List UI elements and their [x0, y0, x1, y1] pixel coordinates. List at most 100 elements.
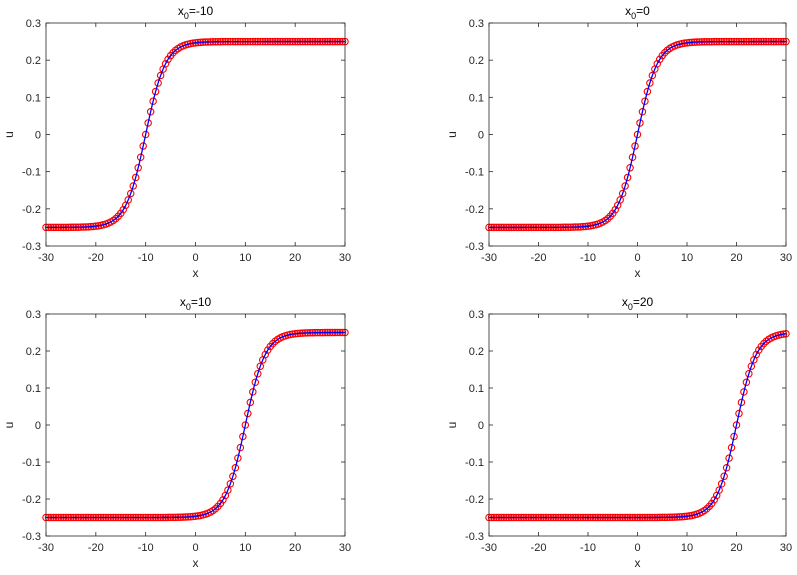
data-marker	[129, 182, 137, 190]
x-tick-label: -10	[138, 252, 154, 264]
x-tick-label: 0	[634, 252, 640, 264]
data-marker	[660, 48, 669, 57]
x-tick-label: -20	[531, 542, 547, 554]
x-tick-label: 0	[634, 542, 640, 554]
data-marker	[732, 421, 741, 429]
y-tick-label: 0	[478, 420, 484, 432]
data-marker	[151, 87, 160, 96]
data-marker	[616, 196, 624, 204]
data-marker	[759, 339, 768, 348]
y-tick-label: -0.3	[465, 241, 484, 253]
data-marker	[623, 173, 632, 182]
chart-title: x0=20	[622, 295, 654, 312]
x-tick-label: 30	[339, 252, 351, 264]
line-series	[46, 331, 345, 519]
data-marker	[703, 504, 711, 513]
y-tick-label: 0.3	[26, 18, 41, 30]
chart-panel-2: -30 -20 -10 0 10 20 30 -0.3 -0.2 -0.1 0 0.1 0.2 0.3 x u…	[445, 4, 792, 280]
y-tick-label: 0.1	[26, 92, 41, 104]
x-tick-label: -30	[481, 542, 497, 554]
y-tick-label: 0.2	[469, 346, 484, 358]
data-marker	[268, 339, 277, 348]
data-marker	[241, 421, 250, 429]
data-marker	[144, 119, 152, 127]
data-marker	[717, 479, 726, 488]
title-rest: =10	[191, 295, 212, 309]
title-base: x	[180, 295, 186, 309]
data-marker	[136, 153, 145, 162]
x-tick-label: 10	[681, 252, 693, 264]
y-tick-label: -0.1	[22, 457, 41, 469]
x-tick-label: 30	[780, 252, 792, 264]
data-marker	[747, 362, 756, 370]
title-base: x	[622, 295, 628, 309]
x-tick-label: -30	[38, 252, 54, 264]
data-marker	[725, 454, 733, 462]
x-tick-label: 10	[239, 542, 251, 554]
data-marker	[618, 189, 627, 198]
y-tick-label: -0.2	[465, 204, 484, 216]
data-marker	[169, 48, 177, 57]
y-tick-label: -0.1	[22, 167, 41, 179]
data-marker	[139, 142, 147, 150]
y-tick-label: 0.1	[26, 383, 41, 395]
y-tick-label: 0.2	[26, 55, 41, 67]
x-tick-label: 0	[192, 542, 198, 554]
data-marker	[234, 454, 242, 462]
x-tick-label: 20	[730, 252, 742, 264]
y-tick-label: -0.1	[465, 457, 484, 469]
data-marker	[251, 378, 260, 386]
data-marker	[134, 164, 142, 172]
data-marker	[211, 504, 220, 513]
chart-title: x0=0	[625, 4, 650, 21]
y-axis-label: u	[445, 422, 459, 429]
data-marker	[740, 388, 748, 396]
title-subscript: 0	[631, 11, 636, 21]
title-subscript: 0	[184, 11, 189, 21]
data-marker	[621, 182, 629, 190]
x-tick-label: -10	[138, 542, 154, 554]
x-axis-label: x	[193, 556, 199, 570]
line-series	[46, 40, 345, 229]
data-marker	[131, 173, 140, 182]
data-marker	[720, 472, 728, 481]
data-marker	[244, 409, 252, 418]
data-marker	[646, 79, 654, 87]
y-tick-label: 0	[35, 420, 41, 432]
data-marker	[742, 378, 751, 386]
y-tick-label: 0	[35, 130, 41, 142]
title-subscript: 0	[628, 302, 633, 312]
data-marker	[715, 486, 723, 494]
data-marker	[226, 479, 235, 488]
data-marker	[256, 362, 265, 370]
data-marker	[249, 388, 257, 396]
data-marker	[141, 130, 150, 139]
y-tick-label: 0.3	[469, 309, 484, 321]
data-marker	[737, 398, 746, 407]
data-marker	[229, 472, 237, 481]
data-marker	[604, 214, 612, 223]
title-base: x	[625, 4, 631, 18]
y-tick-label: 0.1	[469, 383, 484, 395]
y-tick-label: -0.3	[22, 241, 41, 253]
y-tick-label: -0.1	[465, 167, 484, 179]
data-marker	[745, 369, 753, 378]
title-base: x	[178, 4, 184, 18]
data-marker	[239, 432, 247, 441]
x-tick-label: -20	[88, 542, 104, 554]
y-tick-label: 0.3	[469, 18, 484, 30]
data-marker	[631, 142, 639, 150]
y-axis-label: u	[2, 131, 16, 138]
x-axis-label: x	[635, 556, 641, 570]
title-rest: =20	[633, 295, 654, 309]
x-axis-label: x	[193, 266, 199, 280]
y-tick-label: -0.2	[465, 494, 484, 506]
data-marker	[628, 153, 637, 162]
y-axis-label: u	[2, 422, 16, 429]
x-tick-label: -10	[580, 542, 596, 554]
chart-panel-3: -30 -20 -10 0 10 20 30 -0.3 -0.2 -0.1 0 0.1 0.2 0.3 x u…	[2, 295, 351, 570]
y-tick-label: -0.2	[22, 204, 41, 216]
data-marker	[638, 107, 647, 116]
chart-title: x0=-10	[178, 4, 214, 21]
line-series	[489, 333, 787, 519]
